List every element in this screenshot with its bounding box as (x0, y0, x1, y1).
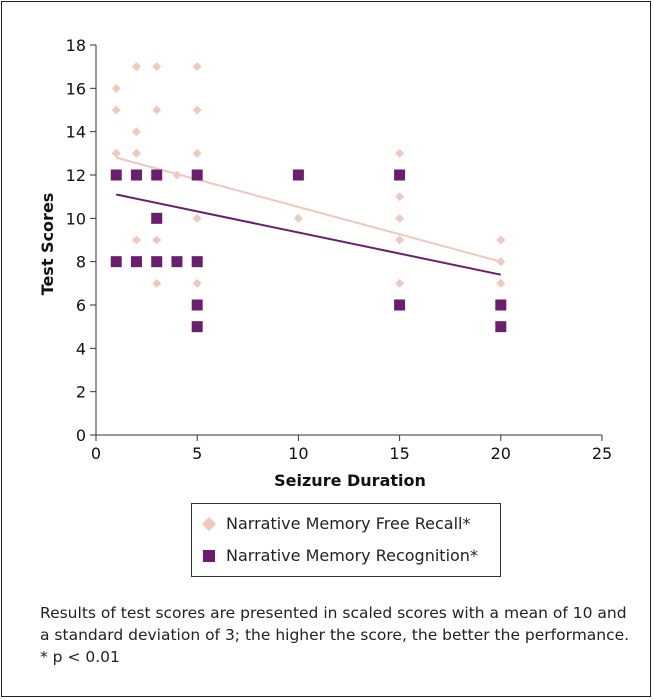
data-point-recognition (495, 299, 507, 311)
legend-label-recognition: Narrative Memory Recognition* (226, 546, 478, 565)
data-point-free-recall (192, 278, 202, 288)
data-point-free-recall (172, 170, 182, 180)
data-point-free-recall (496, 278, 506, 288)
data-point-free-recall (192, 105, 202, 115)
data-point-free-recall (395, 213, 405, 223)
y-axis-title: Test Scores (38, 193, 57, 296)
data-point-recognition (191, 169, 203, 181)
legend-diamond-marker (202, 516, 216, 531)
y-tick-label: 6 (76, 296, 86, 315)
x-axis-title: Seizure Duration (274, 471, 426, 490)
data-point-recognition (394, 169, 406, 181)
data-point-recognition (110, 256, 122, 268)
data-point-free-recall (131, 127, 141, 137)
data-point-free-recall (293, 213, 303, 223)
data-point-free-recall (395, 278, 405, 288)
x-tick-label: 25 (592, 444, 612, 463)
data-point-recognition (495, 321, 507, 333)
data-point-free-recall (496, 235, 506, 245)
data-point-recognition (191, 256, 203, 268)
y-tick-label: 4 (76, 339, 86, 358)
data-point-recognition (292, 169, 304, 181)
data-point-free-recall (192, 213, 202, 223)
data-point-recognition (130, 169, 142, 181)
data-point-free-recall (111, 83, 121, 93)
x-tick-label: 15 (389, 444, 409, 463)
figure-caption: Results of test scores are presented in … (40, 604, 630, 666)
legend-label-free-recall: Narrative Memory Free Recall* (226, 514, 471, 533)
data-point-recognition (151, 212, 163, 224)
data-point-free-recall (395, 148, 405, 158)
data-point-free-recall (131, 235, 141, 245)
legend-item-free-recall: Narrative Memory Free Recall* (202, 514, 471, 533)
x-tick-label: 5 (192, 444, 202, 463)
data-point-recognition (191, 299, 203, 311)
x-tick-label: 0 (91, 444, 101, 463)
chart-marks (110, 62, 507, 333)
data-point-free-recall (395, 235, 405, 245)
y-tick-label: 8 (76, 253, 86, 272)
data-point-recognition (151, 256, 163, 268)
y-tick-label: 10 (66, 209, 86, 228)
x-tick-label: 10 (288, 444, 308, 463)
data-point-free-recall (152, 235, 162, 245)
data-point-free-recall (496, 257, 506, 267)
data-point-free-recall (111, 105, 121, 115)
data-point-free-recall (152, 62, 162, 72)
data-point-free-recall (192, 62, 202, 72)
data-point-recognition (151, 169, 163, 181)
data-point-free-recall (192, 148, 202, 158)
data-point-recognition (171, 256, 183, 268)
y-tick-label: 18 (66, 36, 86, 55)
x-tick-label: 20 (491, 444, 511, 463)
chart-legend: Narrative Memory Free Recall* Narrative … (191, 503, 501, 577)
data-point-free-recall (395, 192, 405, 202)
data-point-free-recall (111, 148, 121, 158)
y-tick-label: 12 (66, 166, 86, 185)
data-point-free-recall (152, 105, 162, 115)
scatter-chart: 0 2 4 6 8 10 12 14 16 18 0 5 10 15 20 25 Seizure Durati… (38, 36, 613, 490)
data-point-recognition (191, 321, 203, 333)
y-tick-label: 0 (76, 426, 86, 445)
y-tick-label: 16 (66, 79, 86, 98)
legend-square-marker (203, 549, 215, 562)
data-point-free-recall (131, 148, 141, 158)
data-point-recognition (130, 256, 142, 268)
data-point-free-recall (131, 62, 141, 72)
y-tick-label: 14 (66, 123, 86, 142)
legend-item-recognition: Narrative Memory Recognition* (202, 546, 478, 565)
trendline-recognition (116, 193, 502, 276)
data-point-free-recall (152, 278, 162, 288)
y-tick-label: 2 (76, 383, 86, 402)
chart-axes: 0 2 4 6 8 10 12 14 16 18 0 5 10 15 20 25 (66, 36, 613, 463)
data-point-recognition (394, 299, 406, 311)
trendline-free-recall (115, 156, 502, 263)
data-point-recognition (110, 169, 122, 181)
